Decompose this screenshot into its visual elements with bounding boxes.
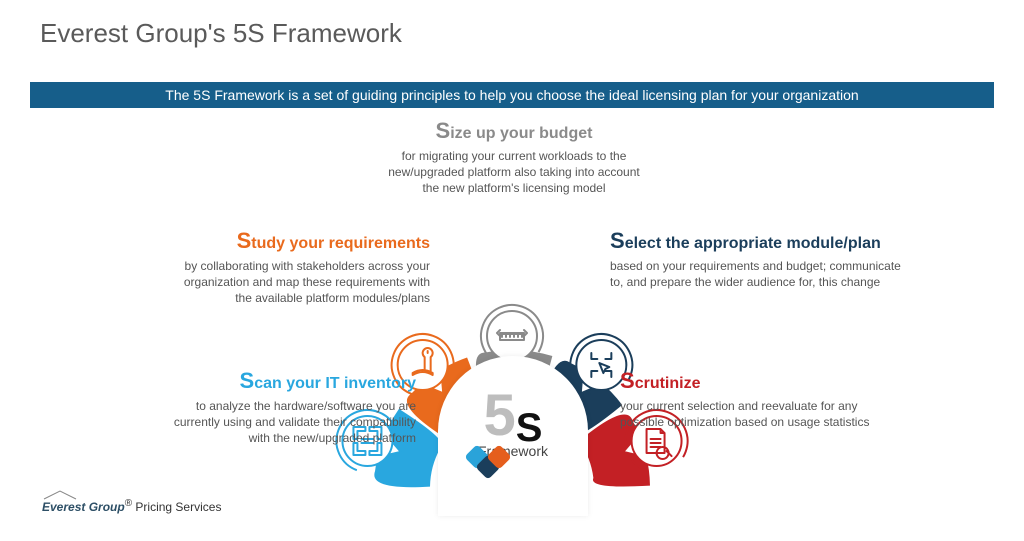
segment-select: Select the appropriate module/plan based … xyxy=(610,228,910,290)
banner-text: The 5S Framework is a set of guiding pri… xyxy=(30,82,994,108)
segment-title-size: Size up your budget xyxy=(384,118,644,144)
footer: Everest Group® Pricing Services xyxy=(42,498,221,514)
segment-study: Study your requirements by collaborating … xyxy=(170,228,430,307)
segment-title-scan: Scan your IT inventory xyxy=(156,368,416,394)
segment-body-select: based on your requirements and budget; c… xyxy=(610,258,910,290)
segment-title-scrutinize: Scrutinize xyxy=(620,368,880,394)
center-five: 5 xyxy=(484,382,516,449)
segment-body-study: by collaborating with stakeholders acros… xyxy=(170,258,430,307)
center-s: S xyxy=(516,406,543,450)
segment-body-size: for migrating your current workloads to … xyxy=(384,148,644,197)
footer-brand: Everest Group xyxy=(42,500,125,514)
segment-scrutinize: Scrutinize your current selection and ree… xyxy=(620,368,880,430)
segment-body-scan: to analyze the hardware/software you are… xyxy=(156,398,416,447)
center-logo: 5S Framework xyxy=(438,356,588,516)
segment-body-scrutinize: your current selection and reevaluate fo… xyxy=(620,398,880,430)
footer-reg: ® xyxy=(125,498,132,509)
framework-canvas: 5S Framework Scan your IT inventory to an… xyxy=(0,108,1024,536)
segment-size: Size up your budget for migrating your cu… xyxy=(384,118,644,197)
segment-scan: Scan your IT inventory to analyze the har… xyxy=(156,368,416,447)
segment-title-select: Select the appropriate module/plan xyxy=(610,228,910,254)
segment-title-study: Study your requirements xyxy=(170,228,430,254)
page-title: Everest Group's 5S Framework xyxy=(40,18,402,49)
footer-label: Pricing Services xyxy=(132,500,221,514)
